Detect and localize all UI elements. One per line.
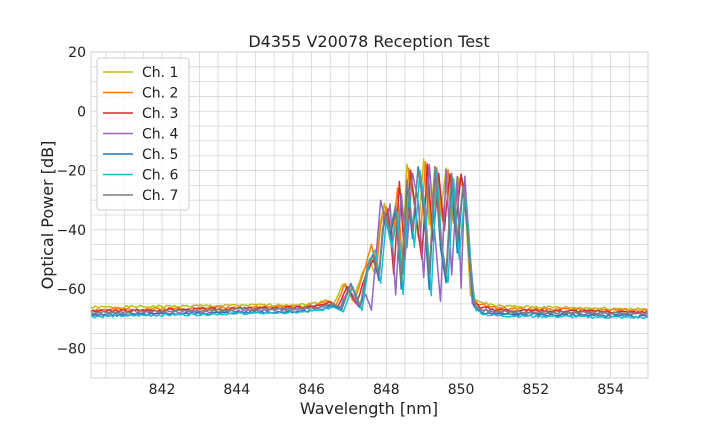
legend-label-ch5: Ch. 5 <box>142 147 178 163</box>
legend-box <box>96 57 190 211</box>
x-tick-label: 854 <box>597 382 624 398</box>
y-tick-label: 0 <box>77 104 86 120</box>
x-tick-label: 842 <box>149 382 176 398</box>
series-line-ch7 <box>90 165 649 316</box>
x-axis-label: Wavelength [nm] <box>300 399 438 418</box>
legend-label-ch1: Ch. 1 <box>142 65 178 81</box>
legend-label-ch2: Ch. 2 <box>142 86 178 102</box>
y-tick-label: −80 <box>56 341 86 357</box>
x-tick-label: 848 <box>373 382 400 398</box>
plot-frame <box>90 51 649 379</box>
series-line-ch3 <box>90 163 649 314</box>
legend-label-ch3: Ch. 3 <box>142 106 178 122</box>
x-tick-label: 850 <box>448 382 475 398</box>
x-tick-label: 846 <box>298 382 325 398</box>
series-line-ch6 <box>90 168 649 320</box>
y-tick-label: −20 <box>56 164 86 180</box>
grid <box>91 51 649 379</box>
legend-label-ch6: Ch. 6 <box>142 168 179 184</box>
series-layer <box>90 158 649 320</box>
y-tick-label: 20 <box>68 45 86 61</box>
y-axis-label: Optical Power [dB] <box>38 141 57 290</box>
y-tick-label: −40 <box>56 223 86 239</box>
x-tick-label: 844 <box>223 382 250 398</box>
legend-label-ch4: Ch. 4 <box>142 127 179 143</box>
x-tick-label: 852 <box>522 382 549 398</box>
legend-label-ch7: Ch. 7 <box>142 188 178 204</box>
y-tick-label: −60 <box>56 282 86 298</box>
x-axis-ticks: 842 844 846 848 850 852 854 <box>149 382 624 398</box>
chart-title: D4355 V20078 Reception Test <box>248 32 489 51</box>
y-axis-ticks: −80 −60 −40 −20 0 20 <box>56 45 86 357</box>
legend: Ch. 1 Ch. 2 Ch. 3 Ch. 4 Ch. 5 Ch. 6 Ch. 7 <box>96 57 190 211</box>
